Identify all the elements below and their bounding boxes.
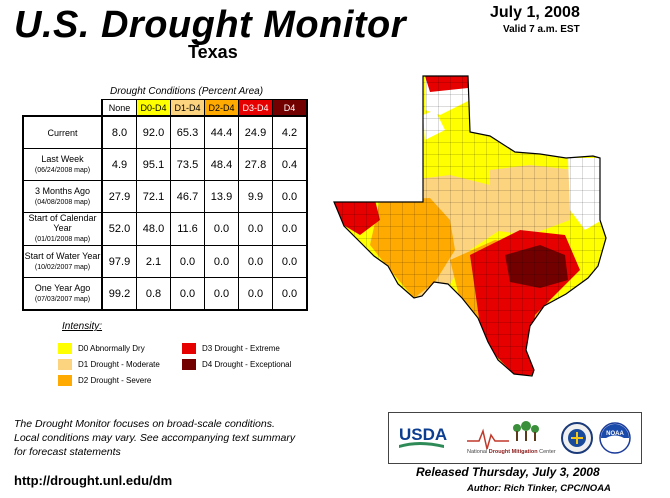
table-cell: 0.0 (204, 212, 239, 246)
table-cell: 0.0 (204, 277, 239, 311)
table-cell: 4.2 (272, 115, 308, 149)
table-cell: 0.0 (272, 245, 308, 278)
table-cell: 9.9 (238, 180, 273, 213)
table-cell: 8.0 (101, 115, 137, 149)
table-cell: 4.9 (101, 148, 137, 181)
row-label: Last Week (06/24/2008 map) (22, 148, 103, 181)
table-cell: 11.6 (170, 212, 205, 246)
legend-swatch (182, 359, 196, 370)
table-cell: 27.9 (101, 180, 137, 213)
table-cell: 2.1 (136, 245, 171, 278)
table-cell: 13.9 (204, 180, 239, 213)
footnote-line: The Drought Monitor focuses on broad-sca… (14, 418, 275, 430)
legend-swatch (58, 359, 72, 370)
svg-text:NOAA: NOAA (606, 431, 624, 437)
table-row: Start of Water Year (10/02/2007 map) 97.9… (22, 245, 308, 278)
legend-item-d1: D1 Drought - Moderate (58, 359, 160, 370)
legend-item-d2: D2 Drought - Severe (58, 375, 151, 386)
row-label: Start of Calendar Year (01/01/2008 map) (22, 212, 103, 246)
drought-conditions-table: None D0-D4 D1-D4 D2-D4 D3-D4 D4 Current … (22, 99, 308, 311)
region-name: Texas (188, 42, 238, 62)
map-date: July 1, 2008 (490, 4, 580, 21)
table-cell: 65.3 (170, 115, 205, 149)
table-cell: 48.0 (136, 212, 171, 246)
column-header-d4: D4 (272, 99, 308, 117)
table-cell: 0.0 (238, 245, 273, 278)
table-cell: 52.0 (101, 212, 137, 246)
table-caption: Drought Conditions (Percent Area) (110, 86, 264, 97)
table-corner (23, 100, 102, 117)
valid-time: Valid 7 a.m. EST (503, 24, 580, 35)
column-header-none: None (101, 99, 137, 117)
table-cell: 0.0 (204, 245, 239, 278)
table-cell: 0.8 (136, 277, 171, 311)
table-row: Current 8.0 92.0 65.3 44.4 24.9 4.2 (22, 115, 308, 149)
footnote-line: Local conditions may vary. See accompany… (14, 432, 296, 444)
row-label: Start of Water Year (10/02/2007 map) (22, 245, 103, 278)
table-row: Last Week (06/24/2008 map) 4.9 95.1 73.5 … (22, 148, 308, 181)
table-cell: 0.0 (272, 212, 308, 246)
table-cell: 72.1 (136, 180, 171, 213)
table-cell: 92.0 (136, 115, 171, 149)
texas-drought-map (333, 75, 607, 377)
state-outline (333, 75, 607, 377)
page-title: U.S. Drought Monitor (14, 4, 407, 46)
website-url[interactable]: http://drought.unl.edu/dm (14, 473, 173, 488)
legend-item-d3: D3 Drought - Extreme (182, 343, 280, 354)
county-grid (334, 76, 606, 376)
footnote-line: for forecast statements (14, 446, 121, 458)
table-cell: 27.8 (238, 148, 273, 181)
legend-title: Intensity: (62, 321, 103, 332)
table-cell: 0.0 (238, 212, 273, 246)
legend-swatch (58, 343, 72, 354)
row-label: One Year Ago (07/03/2007 map) (22, 277, 103, 311)
column-header-d3-d4: D3-D4 (238, 99, 273, 117)
noaa-logo: NOAA (599, 422, 631, 454)
svg-text:USDA: USDA (399, 425, 447, 444)
doc-seal-logo (561, 422, 593, 454)
legend-swatch (182, 343, 196, 354)
table-row: Start of Calendar Year (01/01/2008 map) 5… (22, 212, 308, 246)
table-cell: 0.0 (170, 245, 205, 278)
table-row: 3 Months Ago (04/08/2008 map) 27.9 72.1 4… (22, 180, 308, 213)
legend-swatch (58, 375, 72, 386)
legend-item-d4: D4 Drought - Exceptional (182, 359, 291, 370)
table-cell: 97.9 (101, 245, 137, 278)
column-header-d1-d4: D1-D4 (170, 99, 205, 117)
ndmc-logo: National Drought Mitigation Center (467, 421, 556, 455)
table-cell: 24.9 (238, 115, 273, 149)
table-cell: 0.0 (170, 277, 205, 311)
row-label: Current (22, 115, 103, 149)
table-cell: 44.4 (204, 115, 239, 149)
release-date: Released Thursday, July 3, 2008 (416, 465, 600, 479)
column-header-d2-d4: D2-D4 (204, 99, 239, 117)
table-cell: 0.4 (272, 148, 308, 181)
table-cell: 46.7 (170, 180, 205, 213)
footnote: The Drought Monitor focuses on broad-sca… (14, 417, 344, 459)
table-cell: 48.4 (204, 148, 239, 181)
table-cell: 0.0 (272, 180, 308, 213)
usda-logo: USDA (399, 425, 447, 448)
legend-item-d0: D0 Abnormally Dry (58, 343, 145, 354)
svg-text:National Drought Mitigation Ce: National Drought Mitigation Center (467, 449, 556, 455)
table-row: One Year Ago (07/03/2007 map) 99.2 0.8 0.… (22, 277, 308, 311)
table-cell: 95.1 (136, 148, 171, 181)
table-cell: 73.5 (170, 148, 205, 181)
table-cell: 0.0 (238, 277, 273, 311)
row-label: 3 Months Ago (04/08/2008 map) (22, 180, 103, 213)
column-header-d0-d4: D0-D4 (136, 99, 171, 117)
author: Author: Rich Tinker, CPC/NOAA (467, 483, 611, 494)
partner-logos: USDA National Drought Mitigation Center … (388, 412, 642, 464)
table-cell: 99.2 (101, 277, 137, 311)
table-cell: 0.0 (272, 277, 308, 311)
